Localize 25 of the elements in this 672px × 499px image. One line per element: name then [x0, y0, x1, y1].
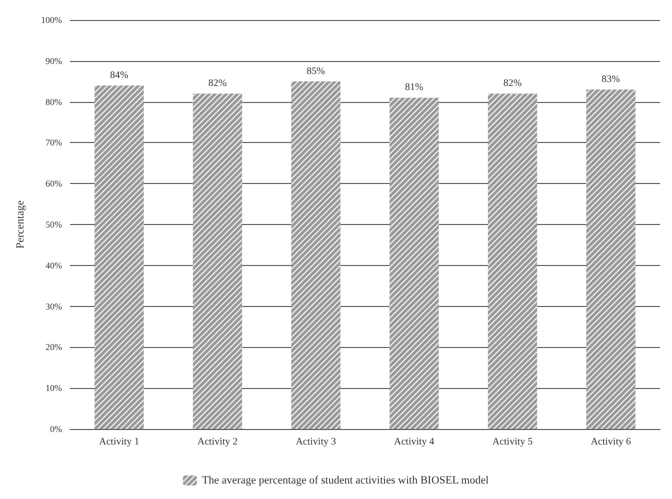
x-tick-label: Activity 1	[99, 436, 140, 448]
y-tick-label: 30%	[46, 301, 62, 312]
y-tick-label: 80%	[46, 96, 62, 107]
data-label: 85%	[306, 66, 326, 77]
x-tick-label: Activity 2	[197, 436, 238, 448]
x-tick-label: Activity 5	[492, 436, 533, 448]
data-label: 84%	[110, 70, 128, 81]
data-label: 82%	[208, 78, 227, 90]
data-label: 82%	[503, 78, 522, 90]
y-tick-label: 50%	[46, 220, 62, 230]
y-tick-label: 60%	[46, 178, 62, 189]
x-tick-label: Activity 4	[394, 436, 434, 448]
x-tick-label: Activity 3	[296, 436, 336, 448]
y-tick-label: 0%	[50, 424, 62, 434]
y-tick-label: 70%	[46, 138, 62, 148]
legend-label: The average percentage of student activities with BIOSEL model	[202, 474, 489, 486]
y-axis-title: Percentage	[14, 200, 26, 249]
y-tick-label: 10%	[46, 383, 62, 394]
y-tick-label: 20%	[46, 342, 62, 352]
y-tick-label: 100%	[41, 15, 62, 25]
data-label: 83%	[602, 74, 620, 86]
y-tick-label: 90%	[46, 56, 62, 66]
y-tick-label: 40%	[46, 260, 62, 270]
x-tick-label: Activity 6	[590, 436, 631, 448]
data-label: 81%	[404, 82, 424, 94]
